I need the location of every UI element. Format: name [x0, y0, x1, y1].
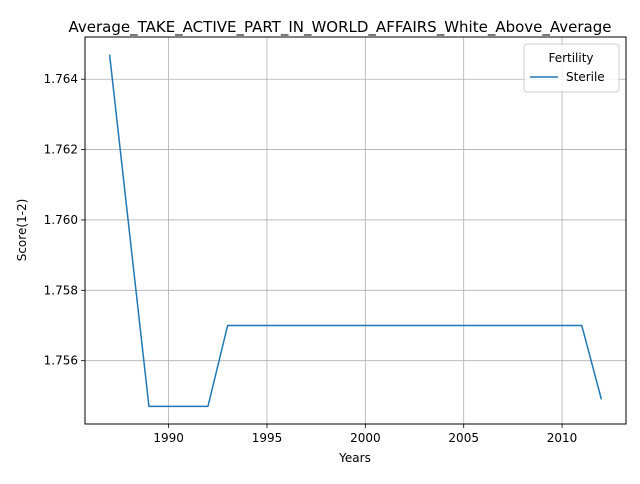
y-tick-label: 1.764 — [44, 72, 78, 86]
x-tick-label: 2005 — [448, 431, 479, 445]
legend-box — [523, 43, 620, 93]
y-axis-ticks: 1.756 1.758 1.760 1.762 1.764 — [44, 72, 85, 368]
legend-title: Fertility — [548, 51, 593, 65]
y-tick-label: 1.758 — [44, 283, 78, 297]
x-tick-label: 2000 — [350, 431, 381, 445]
y-tick-label: 1.760 — [44, 213, 78, 227]
series-line-sterile — [108, 54, 603, 408]
y-axis-label: Score(1-2) — [15, 199, 29, 262]
x-axis-label: Years — [338, 451, 371, 465]
x-axis-ticks: 1990 1995 2000 2005 2010 — [153, 424, 577, 445]
legend-label-sterile: Sterile — [566, 70, 605, 84]
y-tick-label: 1.762 — [44, 143, 78, 157]
chart-title: Average_TAKE_ACTIVE_PART_IN_WORLD_AFFAIR… — [69, 18, 612, 37]
y-tick-label: 1.756 — [44, 354, 78, 368]
legend: Fertility Sterile — [523, 43, 620, 93]
plot-frame — [84, 36, 627, 425]
x-tick-label: 1995 — [252, 431, 283, 445]
series-layer — [108, 54, 603, 408]
x-tick-label: 2010 — [547, 431, 578, 445]
x-tick-label: 1990 — [153, 431, 184, 445]
